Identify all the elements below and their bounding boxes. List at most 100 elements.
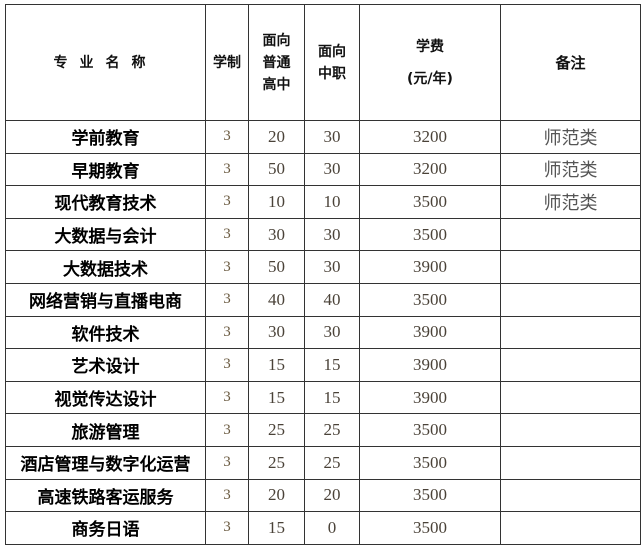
header-high-school: 面向 普通 高中 bbox=[248, 4, 305, 121]
cell-note bbox=[500, 511, 641, 545]
cell-tuition: 3900 bbox=[359, 348, 501, 382]
cell-name: 视觉传达设计 bbox=[5, 380, 206, 415]
cell-high-school: 20 bbox=[248, 478, 305, 513]
cell-note: 师范类 bbox=[500, 152, 641, 187]
cell-tuition: 3500 bbox=[359, 478, 501, 513]
cell-note bbox=[500, 348, 641, 382]
cell-vocational: 30 bbox=[304, 120, 360, 154]
header-name: 专业名称 bbox=[5, 4, 206, 121]
cell-duration: 3 bbox=[205, 445, 249, 480]
cell-tuition: 3200 bbox=[359, 152, 501, 187]
cell-duration: 3 bbox=[205, 511, 249, 545]
header-tuition-unit: (元/年) bbox=[407, 70, 453, 87]
cell-high-school: 10 bbox=[248, 185, 305, 219]
cell-note bbox=[500, 217, 641, 252]
cell-name: 软件技术 bbox=[5, 315, 206, 350]
cell-name: 艺术设计 bbox=[5, 348, 206, 382]
header-vocational: 面向 中职 bbox=[304, 4, 360, 121]
cell-tuition: 3900 bbox=[359, 315, 501, 350]
cell-note bbox=[500, 315, 641, 350]
cell-high-school: 15 bbox=[248, 380, 305, 415]
cell-duration: 3 bbox=[205, 152, 249, 187]
header-tuition-label: 学费 bbox=[416, 38, 444, 55]
table-row: 现代教育技术 3 10 10 3500 师范类 bbox=[5, 185, 641, 219]
cell-high-school: 50 bbox=[248, 250, 305, 284]
cell-duration: 3 bbox=[205, 282, 249, 317]
cell-high-school: 30 bbox=[248, 315, 305, 350]
table-row: 视觉传达设计 3 15 15 3900 bbox=[5, 380, 641, 415]
enrollment-table: 专业名称 学制 面向 普通 高中 面向 中职 学费 (元/年) 备注 学前教育 3 2… bbox=[5, 4, 641, 545]
cell-note bbox=[500, 282, 641, 317]
cell-name: 高速铁路客运服务 bbox=[5, 478, 206, 513]
cell-name: 大数据与会计 bbox=[5, 217, 206, 252]
cell-vocational: 25 bbox=[304, 413, 360, 447]
cell-note: 师范类 bbox=[500, 120, 641, 154]
cell-name: 学前教育 bbox=[5, 120, 206, 154]
cell-vocational: 25 bbox=[304, 445, 360, 480]
cell-duration: 3 bbox=[205, 217, 249, 252]
cell-name: 大数据技术 bbox=[5, 250, 206, 284]
table-row: 大数据与会计 3 30 30 3500 bbox=[5, 217, 641, 252]
table-row: 商务日语 3 15 0 3500 bbox=[5, 511, 641, 545]
cell-vocational: 30 bbox=[304, 315, 360, 350]
cell-high-school: 15 bbox=[248, 511, 305, 545]
cell-duration: 3 bbox=[205, 120, 249, 154]
cell-duration: 3 bbox=[205, 380, 249, 415]
cell-vocational: 20 bbox=[304, 478, 360, 513]
cell-tuition: 3500 bbox=[359, 217, 501, 252]
cell-tuition: 3500 bbox=[359, 445, 501, 480]
cell-tuition: 3900 bbox=[359, 380, 501, 415]
cell-note bbox=[500, 478, 641, 513]
cell-name: 网络营销与直播电商 bbox=[5, 282, 206, 317]
table-row: 艺术设计 3 15 15 3900 bbox=[5, 348, 641, 382]
header-tuition: 学费 (元/年) bbox=[359, 4, 501, 121]
cell-name: 商务日语 bbox=[5, 511, 206, 545]
cell-tuition: 3900 bbox=[359, 250, 501, 284]
cell-duration: 3 bbox=[205, 315, 249, 350]
cell-high-school: 50 bbox=[248, 152, 305, 187]
cell-name: 旅游管理 bbox=[5, 413, 206, 447]
table-row: 软件技术 3 30 30 3900 bbox=[5, 315, 641, 350]
cell-high-school: 25 bbox=[248, 413, 305, 447]
cell-note bbox=[500, 445, 641, 480]
cell-vocational: 30 bbox=[304, 217, 360, 252]
header-duration: 学制 bbox=[205, 4, 249, 121]
cell-name: 现代教育技术 bbox=[5, 185, 206, 219]
cell-vocational: 15 bbox=[304, 348, 360, 382]
table-row: 大数据技术 3 50 30 3900 bbox=[5, 250, 641, 284]
cell-high-school: 15 bbox=[248, 348, 305, 382]
cell-vocational: 10 bbox=[304, 185, 360, 219]
cell-high-school: 25 bbox=[248, 445, 305, 480]
cell-note bbox=[500, 413, 641, 447]
cell-vocational: 15 bbox=[304, 380, 360, 415]
cell-duration: 3 bbox=[205, 348, 249, 382]
cell-tuition: 3500 bbox=[359, 185, 501, 219]
cell-duration: 3 bbox=[205, 413, 249, 447]
cell-note bbox=[500, 380, 641, 415]
cell-vocational: 30 bbox=[304, 250, 360, 284]
header-row: 专业名称 学制 面向 普通 高中 面向 中职 学费 (元/年) 备注 bbox=[5, 4, 641, 121]
cell-tuition: 3500 bbox=[359, 413, 501, 447]
header-note: 备注 bbox=[500, 4, 641, 121]
cell-duration: 3 bbox=[205, 185, 249, 219]
cell-tuition: 3200 bbox=[359, 120, 501, 154]
cell-duration: 3 bbox=[205, 478, 249, 513]
cell-duration: 3 bbox=[205, 250, 249, 284]
cell-high-school: 30 bbox=[248, 217, 305, 252]
cell-note bbox=[500, 250, 641, 284]
cell-note: 师范类 bbox=[500, 185, 641, 219]
cell-tuition: 3500 bbox=[359, 282, 501, 317]
cell-name: 酒店管理与数字化运营 bbox=[5, 445, 206, 480]
cell-tuition: 3500 bbox=[359, 511, 501, 545]
cell-vocational: 0 bbox=[304, 511, 360, 545]
cell-high-school: 40 bbox=[248, 282, 305, 317]
cell-vocational: 40 bbox=[304, 282, 360, 317]
table-row: 旅游管理 3 25 25 3500 bbox=[5, 413, 641, 447]
table-row: 网络营销与直播电商 3 40 40 3500 bbox=[5, 282, 641, 317]
table-row: 酒店管理与数字化运营 3 25 25 3500 bbox=[5, 445, 641, 480]
table-row: 早期教育 3 50 30 3200 师范类 bbox=[5, 152, 641, 187]
table-row: 高速铁路客运服务 3 20 20 3500 bbox=[5, 478, 641, 513]
table-row: 学前教育 3 20 30 3200 师范类 bbox=[5, 120, 641, 154]
cell-high-school: 20 bbox=[248, 120, 305, 154]
cell-vocational: 30 bbox=[304, 152, 360, 187]
